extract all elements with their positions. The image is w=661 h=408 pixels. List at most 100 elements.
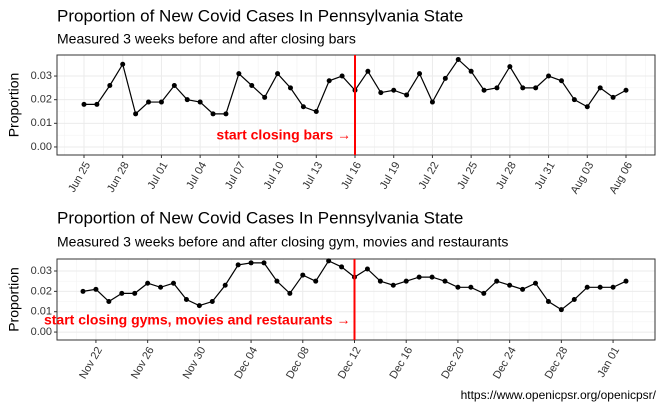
point — [326, 258, 332, 264]
annotation: start closing bars → — [216, 127, 351, 143]
point — [248, 260, 254, 266]
point — [468, 284, 474, 290]
y-axis-label: Proportion — [6, 73, 22, 138]
point — [481, 290, 487, 296]
point — [455, 56, 461, 62]
point — [209, 299, 215, 305]
point — [429, 274, 435, 280]
point — [417, 71, 423, 77]
y-tick-label: 0.00 — [31, 326, 52, 338]
point — [145, 280, 151, 286]
point — [171, 280, 176, 286]
point — [442, 75, 448, 81]
point — [300, 272, 306, 278]
point — [597, 284, 603, 290]
chart-title: Proportion of New Covid Cases In Pennsyl… — [57, 208, 463, 227]
point — [416, 274, 422, 280]
point — [158, 99, 164, 105]
point — [623, 87, 629, 93]
point — [196, 303, 202, 309]
point — [404, 92, 410, 98]
point — [364, 266, 370, 272]
point — [429, 99, 435, 105]
point — [80, 288, 86, 294]
point — [133, 111, 139, 117]
point — [520, 286, 526, 292]
point — [391, 87, 397, 93]
point — [558, 78, 564, 84]
point — [300, 104, 306, 110]
point — [313, 278, 319, 284]
point — [339, 264, 345, 270]
point — [184, 97, 190, 103]
point — [507, 64, 513, 70]
point — [81, 101, 87, 107]
point — [403, 278, 409, 284]
point — [262, 94, 268, 100]
point — [132, 290, 138, 296]
point — [455, 284, 461, 290]
point — [533, 280, 538, 286]
point — [287, 85, 293, 91]
y-tick-label: 0.02 — [31, 94, 52, 106]
y-tick-label: 0.02 — [31, 285, 52, 297]
point — [93, 286, 99, 292]
point — [249, 82, 255, 88]
point — [339, 73, 345, 79]
point — [235, 262, 241, 268]
point — [520, 85, 526, 91]
point — [481, 87, 487, 93]
point — [623, 278, 629, 284]
point — [274, 278, 280, 284]
point — [610, 94, 616, 100]
point — [171, 82, 177, 88]
y-tick-label: 0.01 — [31, 306, 52, 318]
point — [222, 282, 228, 288]
point — [106, 299, 112, 305]
point — [197, 99, 203, 105]
point — [107, 82, 113, 88]
y-tick-label: 0.00 — [31, 141, 52, 153]
y-axis-label: Proportion — [6, 267, 22, 332]
chart-subtitle: Measured 3 weeks before and after closin… — [57, 234, 508, 250]
point — [183, 297, 189, 302]
point — [571, 97, 577, 103]
point — [313, 109, 319, 115]
point — [468, 68, 474, 74]
point — [94, 101, 100, 107]
point — [597, 85, 603, 91]
point — [533, 85, 539, 91]
y-tick-label: 0.03 — [31, 70, 52, 82]
point — [158, 284, 164, 290]
point — [210, 111, 216, 117]
point — [584, 284, 590, 290]
point — [236, 71, 242, 77]
panel — [57, 259, 655, 340]
point — [378, 90, 384, 96]
point — [442, 278, 448, 284]
chart-title: Proportion of New Covid Cases In Pennsyl… — [57, 6, 463, 25]
point — [545, 299, 551, 305]
point — [558, 307, 564, 313]
point — [546, 73, 552, 79]
point — [507, 282, 513, 288]
point — [261, 260, 267, 266]
point — [494, 85, 500, 91]
point — [223, 111, 229, 117]
y-tick-label: 0.03 — [31, 265, 52, 277]
point — [377, 278, 383, 284]
point — [390, 282, 396, 288]
point — [610, 284, 616, 290]
point — [287, 290, 293, 296]
point — [365, 68, 371, 74]
chart-subtitle: Measured 3 weeks before and after closin… — [57, 31, 356, 47]
source: https://www.openicpsr.org/openicpsr/ — [461, 388, 657, 402]
point — [326, 78, 332, 84]
annotation: start closing gyms, movies and restauran… — [44, 312, 351, 328]
point — [584, 104, 590, 110]
point — [571, 297, 577, 302]
point — [119, 290, 125, 296]
point — [120, 61, 126, 67]
point — [146, 99, 152, 105]
